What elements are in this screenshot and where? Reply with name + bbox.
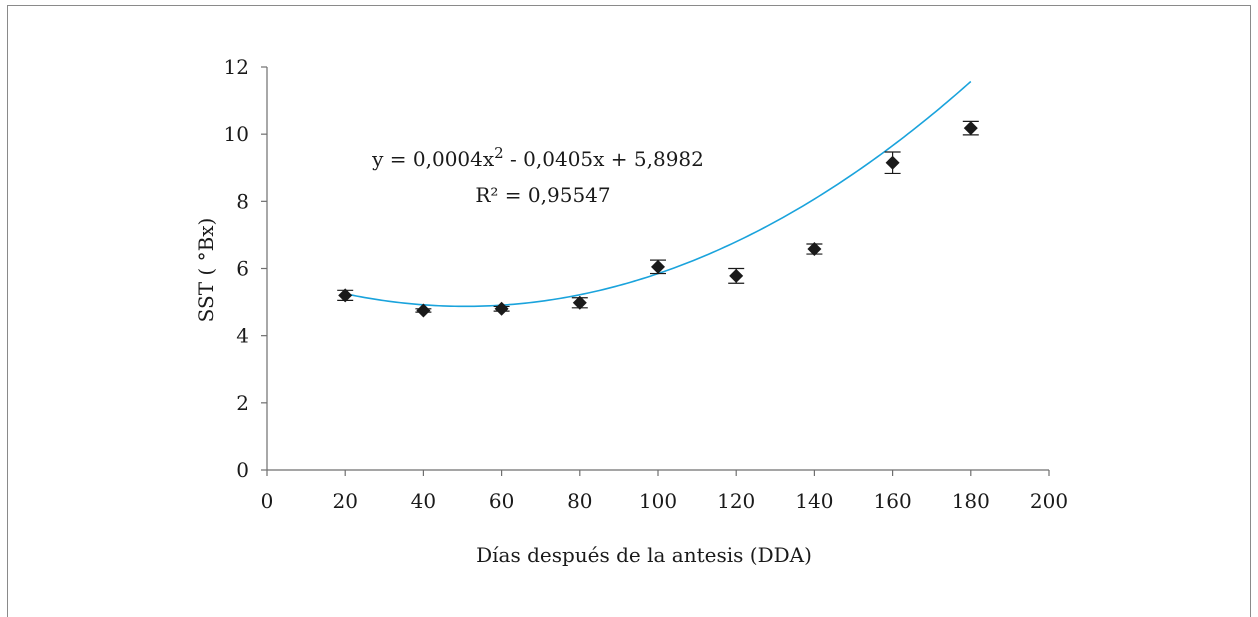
y-tick-label: 8	[236, 189, 249, 213]
y-tick-label: 12	[224, 55, 249, 79]
x-tick-label: 40	[411, 489, 436, 513]
data-point	[807, 242, 822, 257]
y-axis-title: SST ( °Bx)	[194, 218, 218, 323]
data-point	[338, 288, 353, 303]
data-point	[729, 268, 744, 283]
points-group	[337, 120, 979, 318]
x-tick-label: 180	[952, 489, 990, 513]
data-point	[416, 303, 431, 318]
chart-frame	[7, 5, 1251, 617]
x-tick-label: 80	[567, 489, 592, 513]
x-tick-label: 20	[332, 489, 357, 513]
data-point	[885, 155, 900, 170]
y-tick-label: 2	[236, 391, 249, 415]
y-tick-label: 10	[224, 122, 249, 146]
data-point	[572, 295, 587, 310]
y-tick-label: 6	[236, 257, 249, 281]
axes: 0 20 40 60 80 100 120 140 160 180 200 0 2 4 6 8 10 12	[224, 55, 1069, 513]
trendline-r2: R² = 0,95547	[475, 183, 610, 207]
x-tick-label: 100	[639, 489, 677, 513]
x-tick-label: 0	[261, 489, 274, 513]
x-tick-label: 60	[489, 489, 514, 513]
y-tick-label: 4	[236, 324, 249, 348]
x-tick-label: 160	[874, 489, 912, 513]
data-point	[651, 259, 665, 274]
x-tick-label: 140	[795, 489, 833, 513]
x-tick-label: 200	[1030, 489, 1068, 513]
y-tick-label: 0	[236, 458, 249, 482]
data-point	[494, 301, 509, 316]
data-point	[963, 121, 978, 136]
x-axis-title: Días después de la antesis (DDA)	[476, 543, 812, 567]
x-tick-label: 120	[717, 489, 755, 513]
trendline-equation: y = 0,0004x2 - 0,0405x + 5,8982	[371, 144, 704, 171]
